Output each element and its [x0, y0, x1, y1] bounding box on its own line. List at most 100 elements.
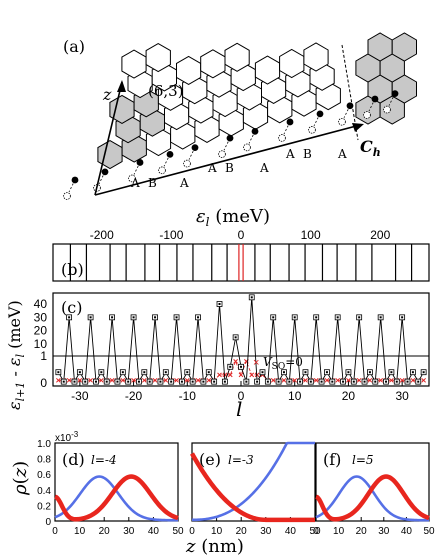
vso-zero-point [222, 372, 228, 378]
vso-zero-point [195, 377, 201, 383]
spacing-point-core [277, 380, 280, 383]
spacing-point-core [352, 380, 355, 383]
spacing-point-core [266, 380, 269, 383]
open-atom [308, 126, 316, 134]
density-curve-blue [54, 475, 179, 522]
panel-c-y-tick: 20 [34, 324, 48, 338]
vso-zero-point [141, 377, 147, 383]
panels-def-density: 1.00.80.60.40.200 10 20 30 40 50(d) l=-40 10 20 3… [37, 439, 435, 537]
spacing-point-core [342, 380, 345, 383]
panel-c-y-tick: 30 [34, 310, 48, 324]
vso-zero-point [56, 377, 61, 383]
site-label: A [207, 161, 217, 175]
spacing-point-core [164, 371, 167, 374]
spacing-point-core [94, 380, 97, 383]
vso-zero-point [88, 377, 93, 383]
spacing-point-core [143, 371, 146, 374]
density-y-tick: 0.4 [37, 486, 51, 497]
spacing-point-core [213, 380, 216, 383]
spacing-point-core [175, 316, 178, 319]
density-x-tick: 10 [74, 526, 86, 537]
panel-c-y-tick: 40 [34, 297, 48, 311]
density-x-tick: 50 [423, 526, 435, 537]
spacing-point-core [105, 380, 108, 383]
panel-c-y-tick: 0 [40, 376, 47, 390]
spacing-point-core [78, 371, 81, 374]
density-x-tick: 40 [401, 526, 413, 537]
vso-zero-point [174, 377, 179, 383]
panel-b-label: (b) [61, 260, 84, 279]
panel-def-xlabel: z (nm) [185, 536, 244, 557]
vso-zero-point [367, 377, 373, 383]
open-atom [278, 134, 286, 142]
density-x-tick: 0 [313, 526, 319, 537]
spacing-point-core [363, 380, 366, 383]
site-labels: A B AA B AA B A [130, 147, 347, 190]
spacing-point-core [406, 380, 409, 383]
vso-zero-point [292, 377, 298, 383]
density-y-tick: 0 [45, 517, 51, 528]
ch-arrowhead [352, 123, 364, 132]
ch-label: Ch [360, 137, 381, 159]
density-x-tick: 40 [285, 526, 297, 537]
spacing-point-core [272, 316, 275, 319]
spacing-point-core [401, 316, 404, 319]
density-curve-blue [315, 475, 430, 522]
chirality-label: (6,3) [148, 82, 184, 100]
density-y-tick: 1.0 [37, 439, 51, 450]
spacing-point-core [127, 380, 130, 383]
panel-b-frame [52, 243, 430, 282]
spacing-point-core [116, 380, 119, 383]
density-x-tick: 30 [378, 526, 390, 537]
density-frame [191, 442, 316, 522]
spacing-point-core [218, 303, 221, 305]
vso-zero-point [109, 377, 115, 383]
spacing-point-core [299, 380, 302, 383]
density-curve-red [190, 452, 315, 523]
z-axis-arrow [94, 81, 123, 196]
spacing-point-core [417, 380, 420, 383]
vso-zero-point [233, 359, 238, 364]
spacing-point-core [385, 380, 388, 383]
spacing-point-core [57, 371, 60, 374]
panel-c-ylabel: εl+1 - εl (meV) [5, 300, 27, 410]
vso-zero-point [249, 372, 255, 378]
z-arrowhead [117, 80, 126, 92]
vso-zero-point [217, 372, 222, 378]
density-frame [315, 442, 430, 522]
density-curve-blue [191, 441, 315, 522]
panel-c-x-tick: -10 [179, 389, 197, 403]
open-atom [183, 159, 191, 168]
hexagon [224, 42, 250, 72]
vso-zero-point [303, 377, 308, 383]
vso-zero-point [389, 377, 394, 383]
spacing-point-core [374, 380, 377, 383]
spacing-point-core [148, 380, 151, 383]
spacing-point-core [159, 380, 162, 383]
density-curve-red [54, 474, 179, 522]
spacing-point-core [202, 380, 205, 383]
panel-c-x-tick: 0 [238, 389, 245, 403]
vso-zero-point [131, 377, 136, 383]
density-l-label: l=5 [352, 453, 374, 467]
site-label: B [225, 161, 234, 175]
spacing-point-core [89, 316, 92, 319]
spacing-point-core [191, 380, 194, 383]
density-x-tick: 10 [333, 526, 345, 537]
site-label: A [259, 161, 269, 175]
spacing-point-core [68, 316, 71, 319]
vso-zero-point [346, 377, 351, 383]
spacing-point-core [229, 365, 232, 368]
spacing-point-core [379, 316, 382, 319]
vso-zero-point [184, 377, 190, 383]
vso-zero-point [206, 377, 212, 383]
spacing-point-core [154, 316, 157, 319]
vso-zero-point [152, 377, 158, 383]
open-atom [338, 117, 346, 126]
spacing-point-core [293, 316, 296, 319]
vso-zero-point [356, 377, 362, 383]
panel-a-label: (a) [63, 37, 85, 56]
site-label: A [130, 176, 140, 190]
exponent-label: x10-3 [55, 430, 79, 444]
